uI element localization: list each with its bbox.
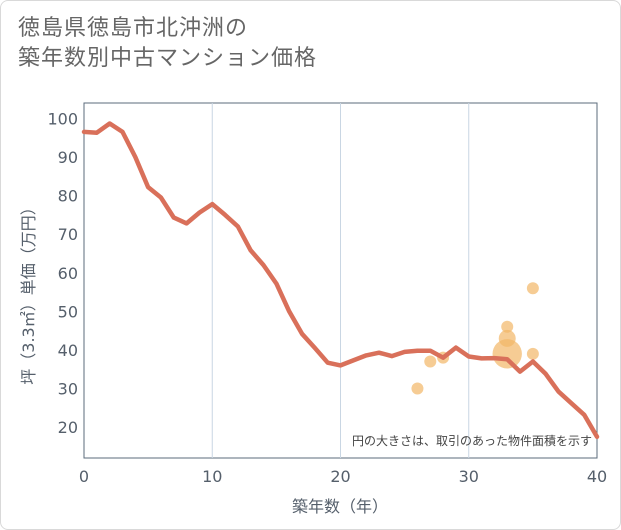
data-bubble — [498, 329, 516, 347]
x-tick-label: 40 — [587, 467, 607, 486]
title-line-1: 徳島県徳島市北沖洲の — [18, 16, 249, 41]
y-axis-label: 坪（3.3㎡）単価（万円） — [19, 199, 38, 384]
price-line — [81, 121, 600, 440]
x-axis-label: 築年数（年） — [292, 497, 388, 516]
chart-note: 円の大きさは、取引のあった物件面積を示す — [352, 433, 592, 448]
chart-title: 徳島県徳島市北沖洲の 築年数別中古マンション価格 — [18, 14, 317, 74]
y-tick-label: 70 — [58, 225, 78, 244]
y-tick-label: 100 — [47, 109, 78, 128]
data-bubble — [526, 347, 539, 360]
x-tick-label: 30 — [459, 467, 479, 486]
y-tick-label: 30 — [58, 380, 78, 399]
y-tick-label: 60 — [58, 264, 78, 283]
grid-layer — [83, 102, 598, 459]
data-bubble — [501, 320, 514, 333]
x-tick-label: 20 — [330, 467, 350, 486]
data-bubble — [424, 355, 437, 368]
line-layer — [81, 121, 600, 440]
tick-layer: 0 10 20 30 40 20 30 40 50 60 70 80 90 100 — [47, 109, 607, 486]
bubble-layer — [411, 282, 539, 395]
y-tick-label: 90 — [58, 148, 78, 167]
x-tick-label: 0 — [79, 467, 89, 486]
data-bubble — [526, 282, 539, 295]
data-bubble — [411, 382, 424, 395]
y-tick-label: 80 — [58, 187, 78, 206]
title-line-2: 築年数別中古マンション価格 — [18, 46, 318, 71]
data-bubble — [492, 339, 522, 369]
y-tick-label: 50 — [58, 302, 78, 321]
y-tick-label: 20 — [58, 418, 78, 437]
y-tick-label: 40 — [58, 341, 78, 360]
x-tick-label: 10 — [202, 467, 222, 486]
